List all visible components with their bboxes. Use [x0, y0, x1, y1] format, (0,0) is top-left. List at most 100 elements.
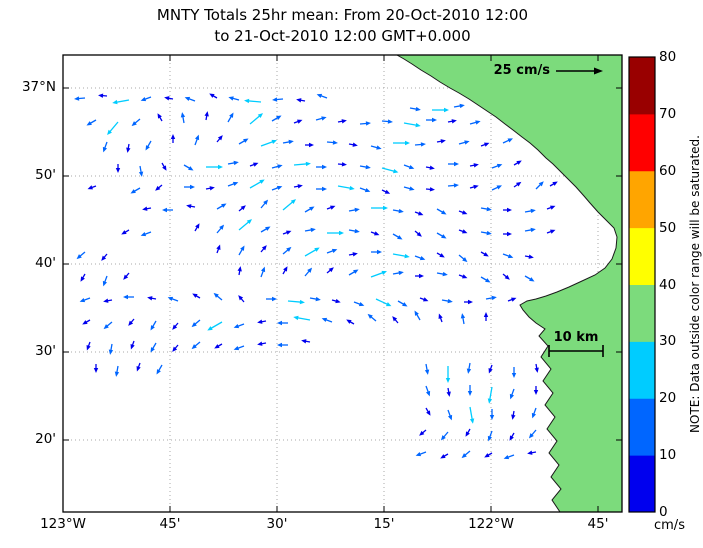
plot-border [62, 54, 623, 513]
current-vector-head [486, 230, 492, 236]
current-vector-head [415, 122, 421, 128]
current-vector-head [315, 296, 321, 302]
current-vector-head [213, 292, 219, 298]
current-vector-head [288, 139, 294, 145]
current-vector-head [397, 235, 403, 240]
current-vector-head [473, 163, 479, 168]
current-vector-head [277, 164, 283, 169]
current-vector-head [261, 245, 267, 251]
current-vector-head [79, 297, 86, 303]
current-vector-head [309, 142, 314, 148]
current-vector-head [488, 368, 493, 374]
current-vector-head [322, 186, 327, 192]
current-vector-head [76, 254, 82, 260]
current-vector-head [263, 199, 269, 205]
current-vector-head [447, 298, 453, 304]
current-vector-head [130, 344, 135, 350]
current-vector-head [221, 203, 227, 208]
current-vector-head [341, 119, 347, 124]
current-vector-head [440, 454, 446, 459]
current-vector-head [402, 302, 408, 307]
current-vector-head [260, 266, 266, 273]
current-vector-head [550, 205, 556, 210]
current-vector-head [204, 111, 209, 117]
current-vector-head [253, 162, 259, 167]
current-vector-head [142, 206, 148, 211]
current-vector-head [507, 138, 513, 143]
current-vector-head [339, 230, 344, 236]
current-vector-head [316, 93, 323, 99]
current-vector-head [398, 270, 404, 276]
current-vector-head [218, 164, 223, 170]
current-vector-head [150, 347, 155, 353]
current-vector-head [530, 208, 536, 214]
current-vector-head [415, 106, 421, 112]
current-vector-head [507, 231, 512, 237]
current-vector-head [229, 112, 234, 118]
current-vector-head [486, 206, 492, 212]
current-vector-head [467, 391, 473, 396]
colorbar-band [629, 227, 655, 285]
current-vector-head [516, 181, 522, 187]
current-vector-head [409, 186, 415, 191]
current-vector-head [341, 162, 347, 167]
current-vector-head [504, 274, 510, 280]
current-vector-head [528, 254, 534, 259]
reference-arrow-head [594, 67, 603, 75]
current-vector-head [453, 183, 459, 188]
current-vector-head [80, 276, 85, 282]
current-vector-head [365, 121, 371, 126]
current-vector-head [415, 451, 422, 457]
current-vector-head [167, 296, 174, 302]
current-vector-head [489, 415, 495, 420]
colorbar [628, 56, 656, 513]
current-vector-head [530, 227, 536, 233]
current-vector-head [365, 164, 371, 170]
current-vector-head [114, 371, 120, 377]
current-vector-head [305, 161, 311, 167]
land-layer [395, 54, 623, 513]
current-vector-head [376, 145, 382, 150]
scale-bar [548, 345, 604, 357]
current-vector-head [115, 168, 121, 173]
current-vector-head [233, 160, 239, 166]
current-vector-head [404, 253, 410, 259]
colorbar-band [629, 455, 655, 513]
current-vector-head [441, 210, 447, 215]
current-vector-head [367, 313, 373, 319]
current-vector-head [216, 244, 221, 250]
current-vector-head [121, 230, 127, 235]
reference-arrow [556, 67, 603, 75]
current-vector-head [162, 165, 167, 171]
current-vector-head [387, 119, 393, 124]
current-vector-head [511, 373, 517, 378]
current-vector-head [469, 418, 475, 424]
current-vector-head [491, 295, 497, 301]
current-vector-head [462, 274, 468, 279]
current-vector-head [446, 391, 451, 397]
current-vector-head [164, 96, 170, 101]
current-vector-head [439, 253, 445, 258]
current-vector-head [321, 317, 328, 323]
current-vector-head [240, 245, 245, 251]
current-vector-head [272, 296, 277, 302]
chart-title: MNTY Totals 25hr mean: From 20-Oct-2010 … [0, 5, 685, 47]
current-vector-head [377, 249, 382, 255]
current-vector-head [276, 115, 282, 120]
current-vector-head [393, 168, 399, 174]
colorbar-band [629, 398, 655, 456]
current-vector-head [82, 320, 88, 325]
current-vector-head [157, 113, 162, 119]
current-vector-head [468, 299, 473, 305]
current-vector-head [459, 103, 465, 109]
current-vector-head [102, 146, 108, 153]
current-vector-head [244, 98, 250, 104]
current-vector-head [509, 393, 515, 400]
current-vector-head [86, 345, 91, 351]
current-vector-head [440, 139, 446, 144]
current-vector-head [444, 107, 449, 113]
current-vector-head [209, 186, 215, 191]
current-vector-head [464, 140, 470, 145]
current-vector-head [392, 316, 398, 322]
land-polygon [395, 54, 623, 513]
